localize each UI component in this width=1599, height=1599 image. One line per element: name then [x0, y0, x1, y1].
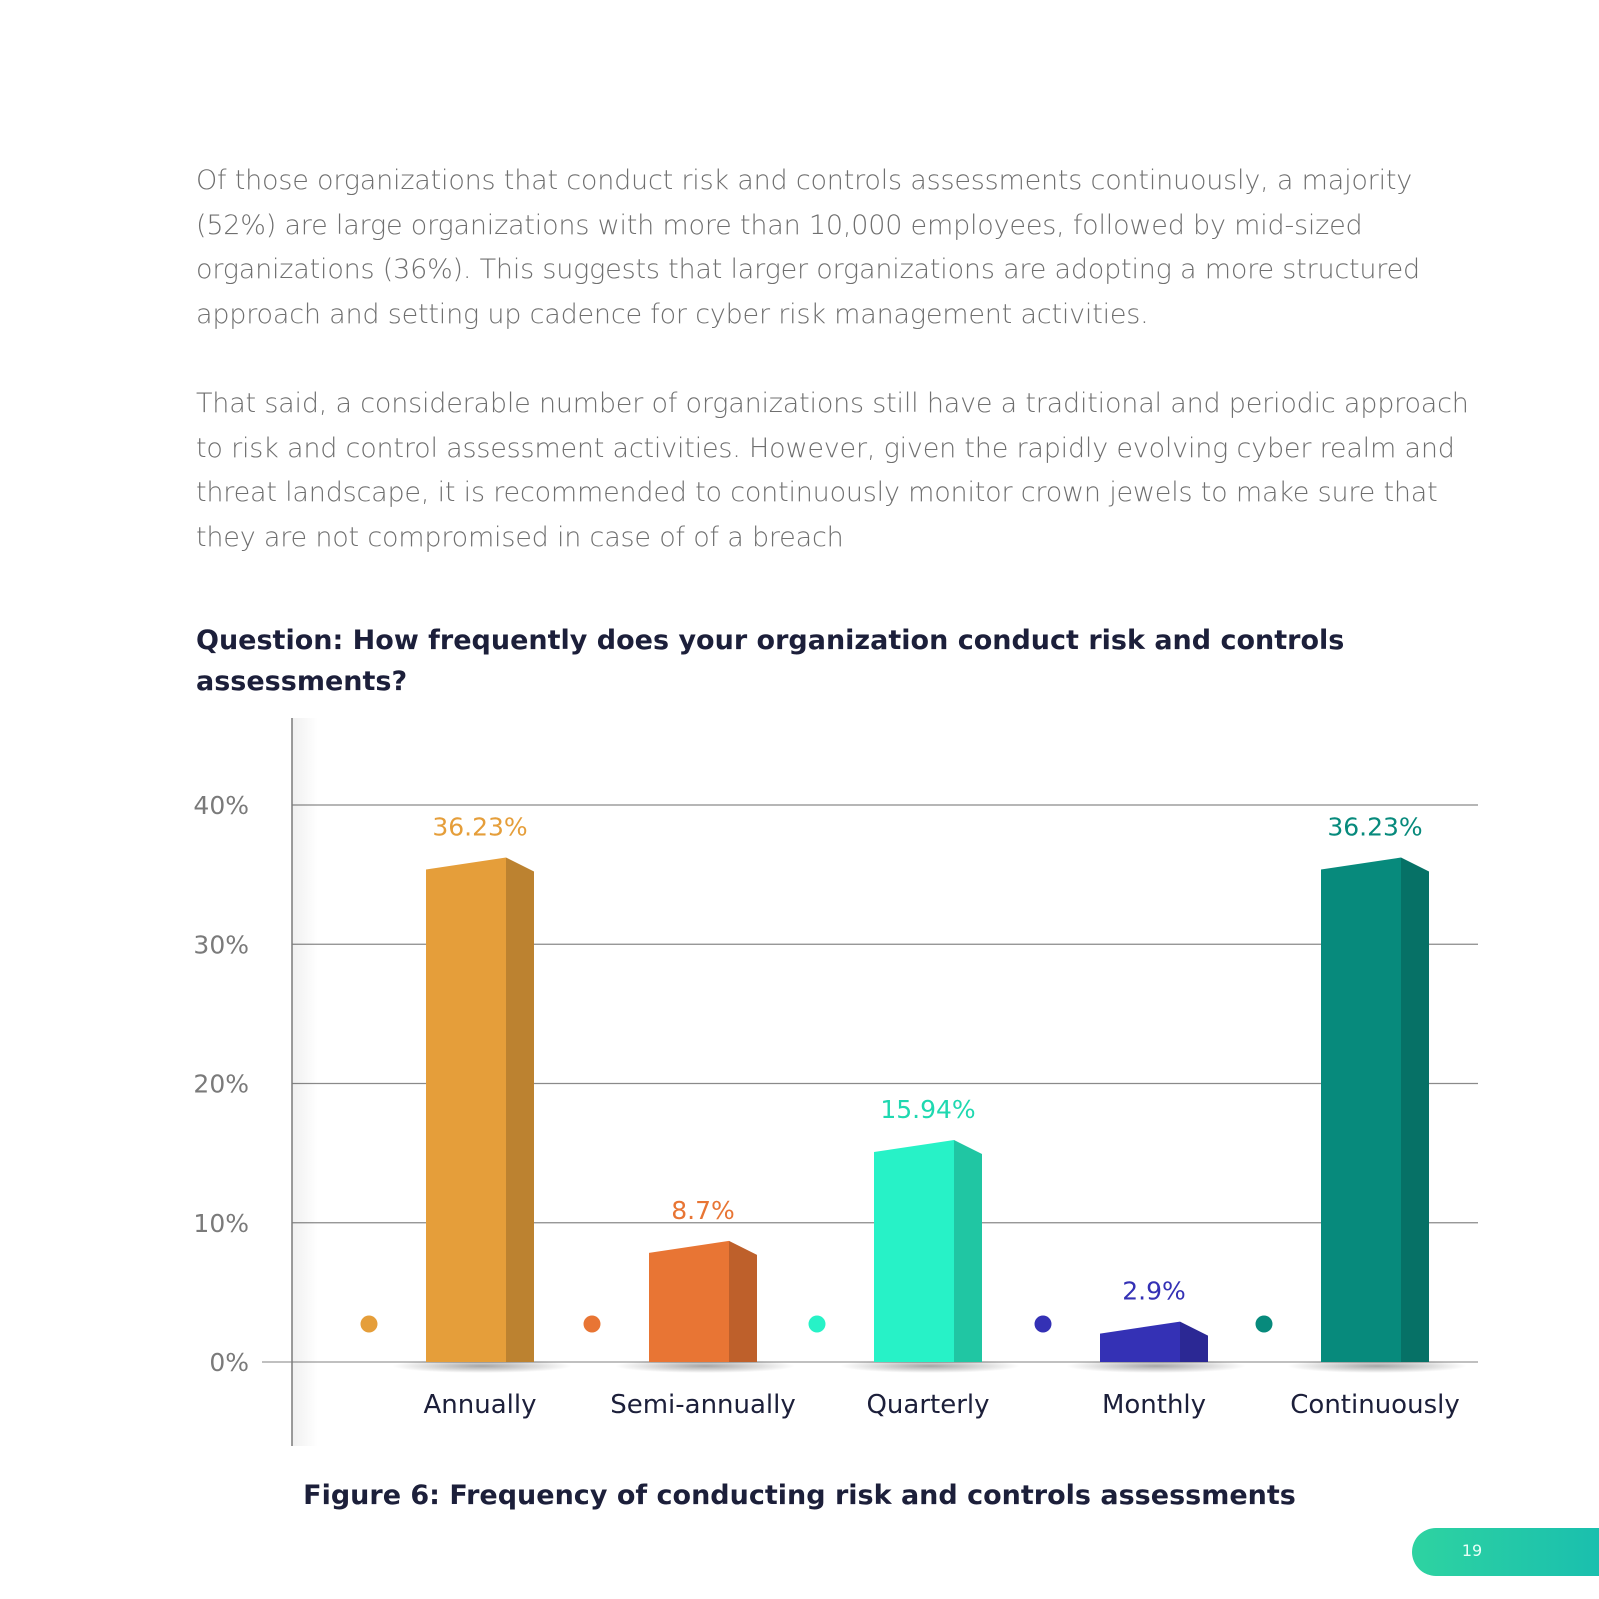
bar-side-face — [1401, 857, 1429, 1362]
legend-marker — [360, 1315, 378, 1333]
value-label: 36.23% — [432, 812, 527, 841]
bar-shadow — [615, 1359, 795, 1373]
y-tick-label: 40% — [193, 791, 249, 820]
bar-side-face — [729, 1240, 757, 1362]
legend-marker — [808, 1315, 826, 1333]
bar-shadow — [840, 1359, 1020, 1373]
bar-annually — [426, 857, 506, 1362]
value-label: 15.94% — [880, 1095, 975, 1124]
figure-caption: Figure 6: Frequency of conducting risk a… — [303, 1480, 1296, 1511]
y-tick-label: 0% — [209, 1348, 249, 1377]
bar-side-face — [506, 857, 534, 1362]
bar-quarterly — [874, 1140, 954, 1362]
page-number: 19 — [1461, 1541, 1483, 1560]
y-axis-shadow — [292, 718, 318, 1446]
page-number-tab: 19 — [1412, 1528, 1599, 1576]
bar-side-face — [954, 1140, 982, 1362]
bar-continuously — [1321, 857, 1401, 1362]
value-label: 2.9% — [1122, 1277, 1186, 1306]
legend-marker — [1034, 1315, 1052, 1333]
bar-chart: 0% 10% 20% 30% 40% 36.23% Annually 8.7% Semi-ann… — [193, 718, 1478, 1446]
label-layer: 0% 10% 20% 30% 40% 36.23% Annually 8.7% Semi-ann… — [193, 791, 1459, 1420]
bar-shadow — [1066, 1359, 1246, 1373]
bar-monthly — [1100, 1321, 1180, 1362]
bar-shadow — [392, 1359, 572, 1373]
axis-layer — [291, 718, 318, 1446]
intro-paragraph-2: That said, a considerable number of orga… — [196, 388, 1469, 553]
category-label: Monthly — [1102, 1390, 1206, 1420]
y-tick-label: 20% — [193, 1070, 249, 1099]
value-label: 8.7% — [671, 1196, 735, 1225]
y-tick-label: 10% — [193, 1209, 249, 1238]
category-label: Semi-annually — [610, 1390, 796, 1420]
legend-marker — [1255, 1315, 1273, 1333]
category-label: Annually — [424, 1390, 537, 1420]
bar-side-face — [1180, 1321, 1208, 1362]
bar-semi-annually — [649, 1240, 729, 1362]
bar-shadow — [1287, 1359, 1467, 1373]
legend-marker — [583, 1315, 601, 1333]
bar-layer — [360, 857, 1467, 1373]
value-label: 36.23% — [1327, 812, 1422, 841]
category-label: Quarterly — [866, 1390, 989, 1420]
y-tick-label: 30% — [193, 930, 249, 959]
intro-paragraph-1: Of those organizations that conduct risk… — [196, 165, 1420, 330]
chart-question: Question: How frequently does your organ… — [196, 625, 1345, 697]
category-label: Continuously — [1290, 1390, 1459, 1420]
